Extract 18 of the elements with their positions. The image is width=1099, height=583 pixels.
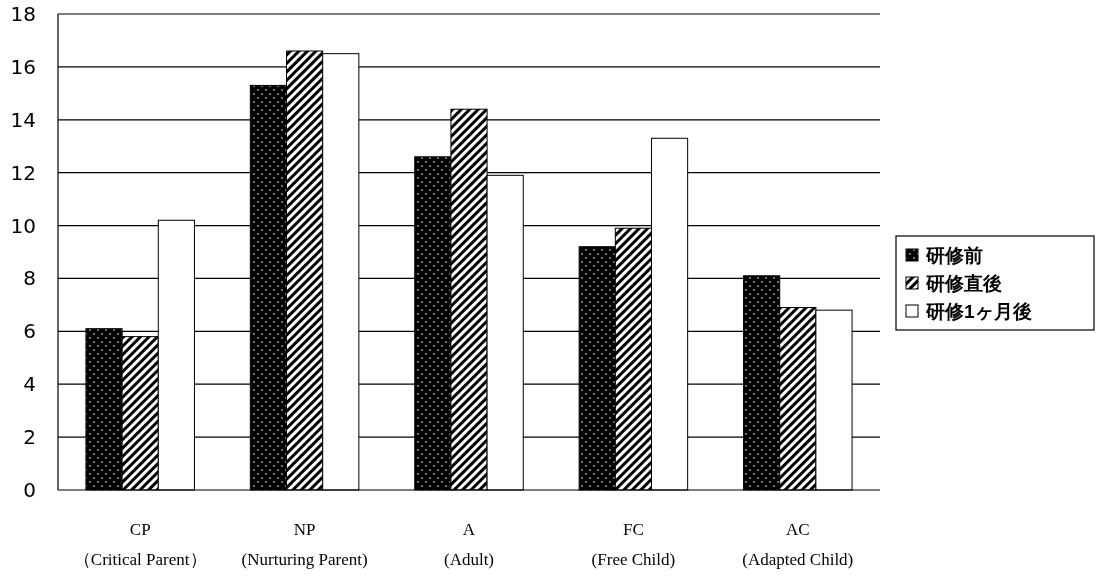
y-tick-label: 18 [10,2,36,26]
y-tick-label: 16 [10,54,36,79]
legend-label: 研修前 [925,245,983,266]
y-tick-label: 14 [10,107,36,132]
y-tick-label: 0 [23,478,36,502]
x-tick-label: CP （Critical Parent） [73,520,207,569]
y-tick-label: 10 [10,213,36,238]
x-tick-label: NP (Nurturing Parent) [241,520,368,569]
x-tick-label: A (Adult) [443,520,495,569]
y-tick-label: 6 [23,319,36,344]
x-tick-label: AC (Adapted Child) [742,520,854,569]
y-tick-label: 2 [23,425,36,450]
x-tick-label: FC (Free Child) [591,520,676,569]
y-tick-label: 8 [23,266,36,291]
y-tick-label: 12 [10,160,36,185]
legend-label: 研修直後 [925,273,1002,294]
y-tick-label: 4 [23,372,36,397]
legend-label: 研修1ヶ月後 [925,301,1032,322]
